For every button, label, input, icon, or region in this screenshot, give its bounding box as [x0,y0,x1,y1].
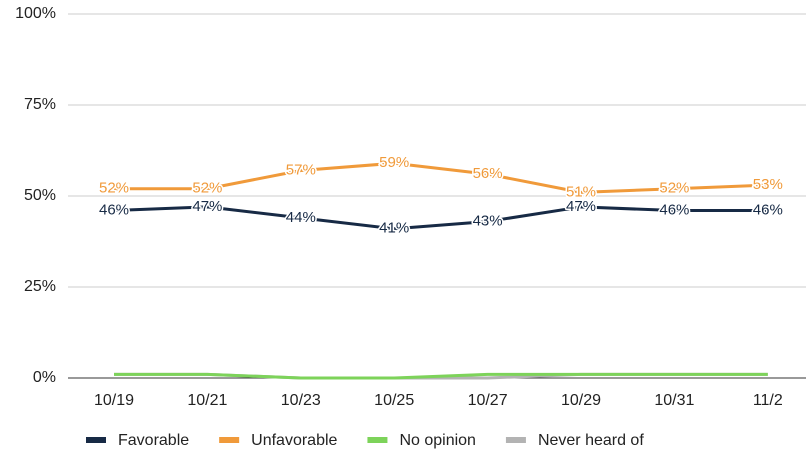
data-label: 47% [192,198,222,215]
legend-swatch [367,437,388,443]
series-line [114,161,768,194]
data-label: 46% [753,202,783,219]
x-tick-label: 10/19 [94,392,134,409]
data-label: 44% [286,209,316,226]
legend-label: Never heard of [538,432,644,449]
x-tick-label: 10/25 [374,392,414,409]
legend-swatch [86,437,106,443]
data-label: 43% [473,212,503,229]
data-label: 47% [566,198,596,215]
data-label: 41% [379,220,409,237]
x-tick-label: 10/27 [468,392,508,409]
y-tick-label: 75% [24,96,56,113]
data-label: 57% [286,161,316,178]
data-label: 59% [379,154,409,171]
x-tick-label: 10/31 [654,392,694,409]
legend-label: Unfavorable [251,432,337,449]
x-tick-label: 10/23 [281,392,321,409]
y-tick-label: 0% [33,369,56,386]
data-label: 56% [473,165,503,182]
data-label: 51% [566,183,596,200]
y-tick-label: 50% [24,187,56,204]
data-label: 53% [753,176,783,193]
y-tick-label: 25% [24,278,56,295]
legend-swatch [505,437,526,443]
legend-label: Favorable [118,432,189,449]
legend-label: No opinion [399,432,476,449]
data-label: 52% [99,180,129,197]
x-tick-label: 10/21 [187,392,227,409]
data-label: 46% [659,202,689,219]
x-tick-label: 11/2 [753,392,783,409]
series-line [114,372,768,380]
data-label: 52% [192,180,222,197]
data-label: 52% [659,180,689,197]
legend-swatch [219,437,240,443]
x-tick-label: 10/29 [561,392,601,409]
y-tick-label: 100% [15,5,56,22]
data-label: 46% [99,202,129,219]
series-line [113,205,768,231]
